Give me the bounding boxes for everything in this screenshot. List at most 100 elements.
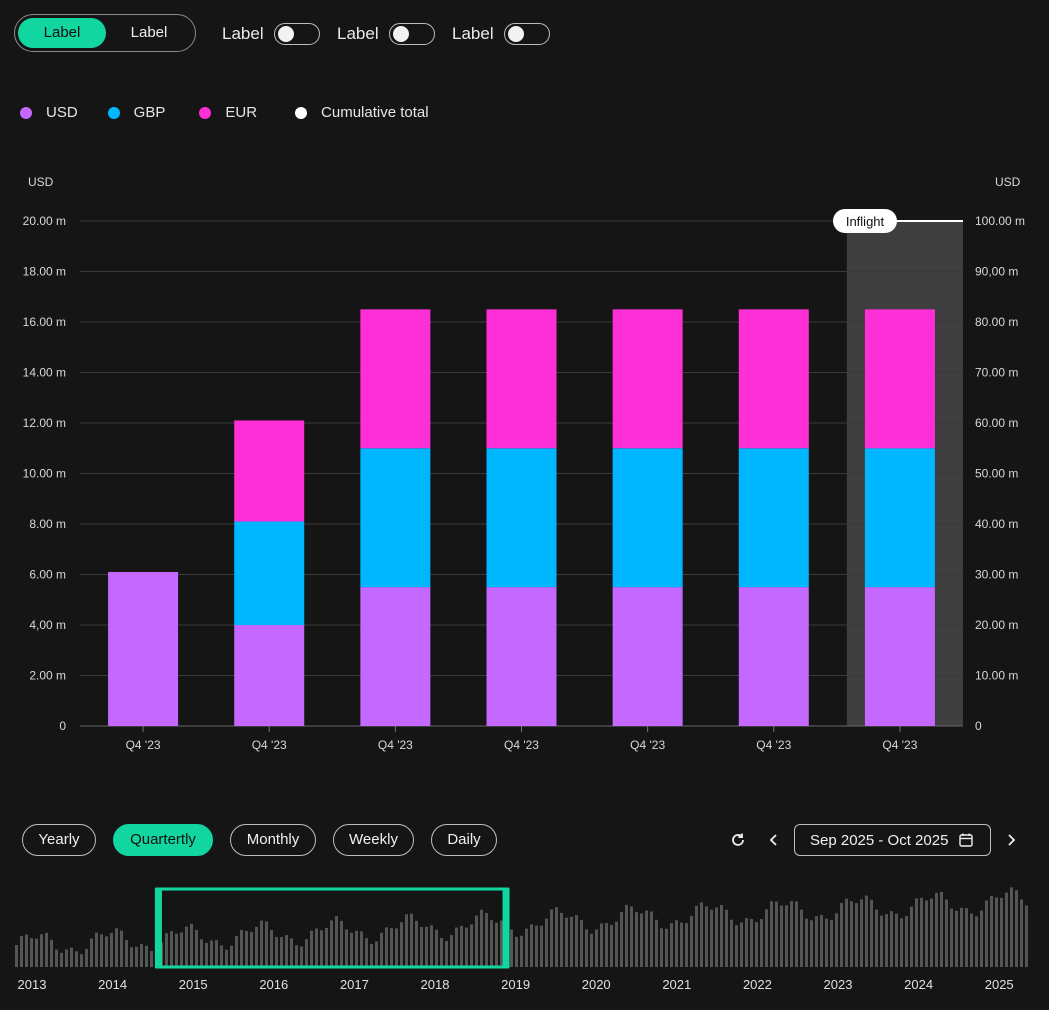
chevron-left-icon[interactable] — [763, 829, 785, 851]
timeline-activity-bar — [525, 928, 528, 967]
y-tick-left: 10.00 m — [23, 467, 66, 481]
timeline-activity-bar — [745, 918, 748, 967]
refresh-icon[interactable] — [727, 829, 749, 851]
timeline-activity-bar — [345, 929, 348, 967]
timeline-activity-bar — [865, 895, 868, 967]
timeline-activity-bar — [445, 940, 448, 967]
timeline-activity-bar — [810, 920, 813, 967]
timeline-activity-bar — [255, 926, 258, 967]
timeline-activity-bar — [795, 901, 798, 967]
y-tick-right: 80.00 m — [975, 315, 1018, 329]
timeline-activity-bar — [665, 928, 668, 967]
timeline-year-label: 2020 — [582, 977, 611, 992]
timeline-activity-bar — [90, 938, 93, 967]
y-tick-left: 18.00 m — [23, 265, 66, 279]
period-weekly-button[interactable]: Weekly — [333, 824, 414, 856]
timeline-activity-bar — [730, 919, 733, 967]
legend-item-usd[interactable]: USD — [20, 104, 78, 121]
timeline-activity-bar — [250, 931, 253, 967]
timeline-activity-bar — [930, 898, 933, 967]
calendar-icon[interactable] — [958, 832, 974, 848]
timeline-activity-bar — [710, 909, 713, 967]
bar-segment-usd — [612, 587, 683, 726]
x-tick-label: Q4 '23 — [756, 738, 791, 752]
timeline-activity-bar — [80, 954, 83, 967]
timeline-activity-bar — [385, 927, 388, 967]
timeline-activity-bar — [610, 925, 613, 967]
y-tick-left: 16.00 m — [23, 315, 66, 329]
timeline-activity-bar — [115, 928, 118, 967]
timeline-activity-bar — [815, 916, 818, 967]
toggle-1[interactable]: Label — [222, 22, 320, 46]
bar-segment-eur — [864, 309, 935, 449]
legend-item-eur[interactable]: EUR — [199, 104, 257, 121]
toggle-2[interactable]: Label — [337, 22, 435, 46]
legend-item-gbp[interactable]: GBP — [107, 104, 165, 121]
timeline-activity-bar — [140, 943, 143, 967]
timeline-activity-bar — [290, 938, 293, 967]
period-yearly-button[interactable]: Yearly — [22, 824, 96, 856]
timeline-activity-bar — [725, 909, 728, 967]
bar-segment-gbp — [612, 448, 683, 588]
timeline-activity-bar — [440, 937, 443, 967]
chevron-right-icon[interactable] — [1000, 829, 1022, 851]
timeline-activity-bar — [615, 921, 618, 967]
timeline-activity-bar — [240, 929, 243, 967]
toggle-3-switch[interactable] — [503, 23, 550, 45]
date-range-picker[interactable]: Sep 2025 - Oct 2025 — [794, 824, 991, 856]
y-tick-left: 20.00 m — [23, 214, 66, 228]
timeline-activity-bar — [590, 933, 593, 967]
segment-option-active[interactable]: Label — [18, 18, 106, 48]
toggle-2-switch[interactable] — [388, 23, 435, 45]
timeline-handle-left — [154, 888, 162, 968]
timeline-activity-bar — [205, 942, 208, 967]
y-tick-right: 30.00 m — [975, 568, 1018, 582]
timeline-activity-bar — [125, 939, 128, 967]
timeline-activity-bar — [575, 915, 578, 967]
timeline-activity-bar — [245, 930, 248, 967]
timeline-activity-bar — [335, 916, 338, 967]
timeline-activity-bar — [510, 929, 513, 967]
timeline-year-label: 2022 — [743, 977, 772, 992]
timeline-activity-bar — [685, 923, 688, 967]
bar-segment-eur — [738, 309, 809, 449]
y-tick-right: 20.00 m — [975, 618, 1018, 632]
timeline-overview[interactable]: 2013 2014 2015 2016 2017 2018 2019 2020 2021 2022… — [0, 880, 1049, 1005]
timeline-activity-bar — [990, 895, 993, 967]
bar-segment-eur — [360, 309, 431, 449]
timeline-year-label: 2013 — [18, 977, 47, 992]
legend-item-cumulative-total[interactable]: Cumulative total — [295, 104, 429, 121]
timeline-activity-bar — [315, 928, 318, 967]
toggle-1-switch[interactable] — [273, 23, 320, 45]
timeline-activity-bar — [175, 933, 178, 967]
period-monthly-button[interactable]: Monthly — [230, 824, 316, 856]
timeline-activity-bar — [280, 937, 283, 967]
y-tick-right: 0 — [975, 719, 982, 733]
legend-dot-cumulative-total — [295, 106, 308, 119]
timeline-activity-bar — [555, 907, 558, 967]
timeline-activity-bar — [285, 935, 288, 967]
period-quarterly-button[interactable]: Quartertly — [113, 824, 213, 856]
timeline-activity-bar — [545, 918, 548, 967]
timeline-activity-bar — [630, 906, 633, 967]
timeline-activity-bar — [735, 925, 738, 967]
period-daily-button[interactable]: Daily — [431, 824, 497, 856]
toggle-3[interactable]: Label — [452, 22, 550, 46]
timeline-activity-bar — [975, 916, 978, 967]
timeline-activity-bar — [835, 913, 838, 967]
timeline-activity-bar — [540, 925, 543, 967]
timeline-activity-bar — [695, 905, 698, 967]
timeline-activity-bar — [925, 900, 928, 967]
timeline-activity-bar — [800, 909, 803, 967]
timeline-activity-bar — [215, 940, 218, 967]
timeline-activity-bar — [620, 912, 623, 967]
bar-segment-eur — [612, 309, 683, 449]
timeline-activity-bar — [765, 909, 768, 967]
timeline-activity-bar — [910, 906, 913, 967]
timeline-activity-bar — [500, 920, 503, 967]
timeline-activity-bar — [430, 925, 433, 967]
timeline-activity-bar — [340, 920, 343, 967]
segment-option-inactive[interactable]: Label — [130, 24, 168, 41]
y-tick-right: 100.00 m — [975, 214, 1025, 228]
timeline-activity-bar — [670, 923, 673, 967]
